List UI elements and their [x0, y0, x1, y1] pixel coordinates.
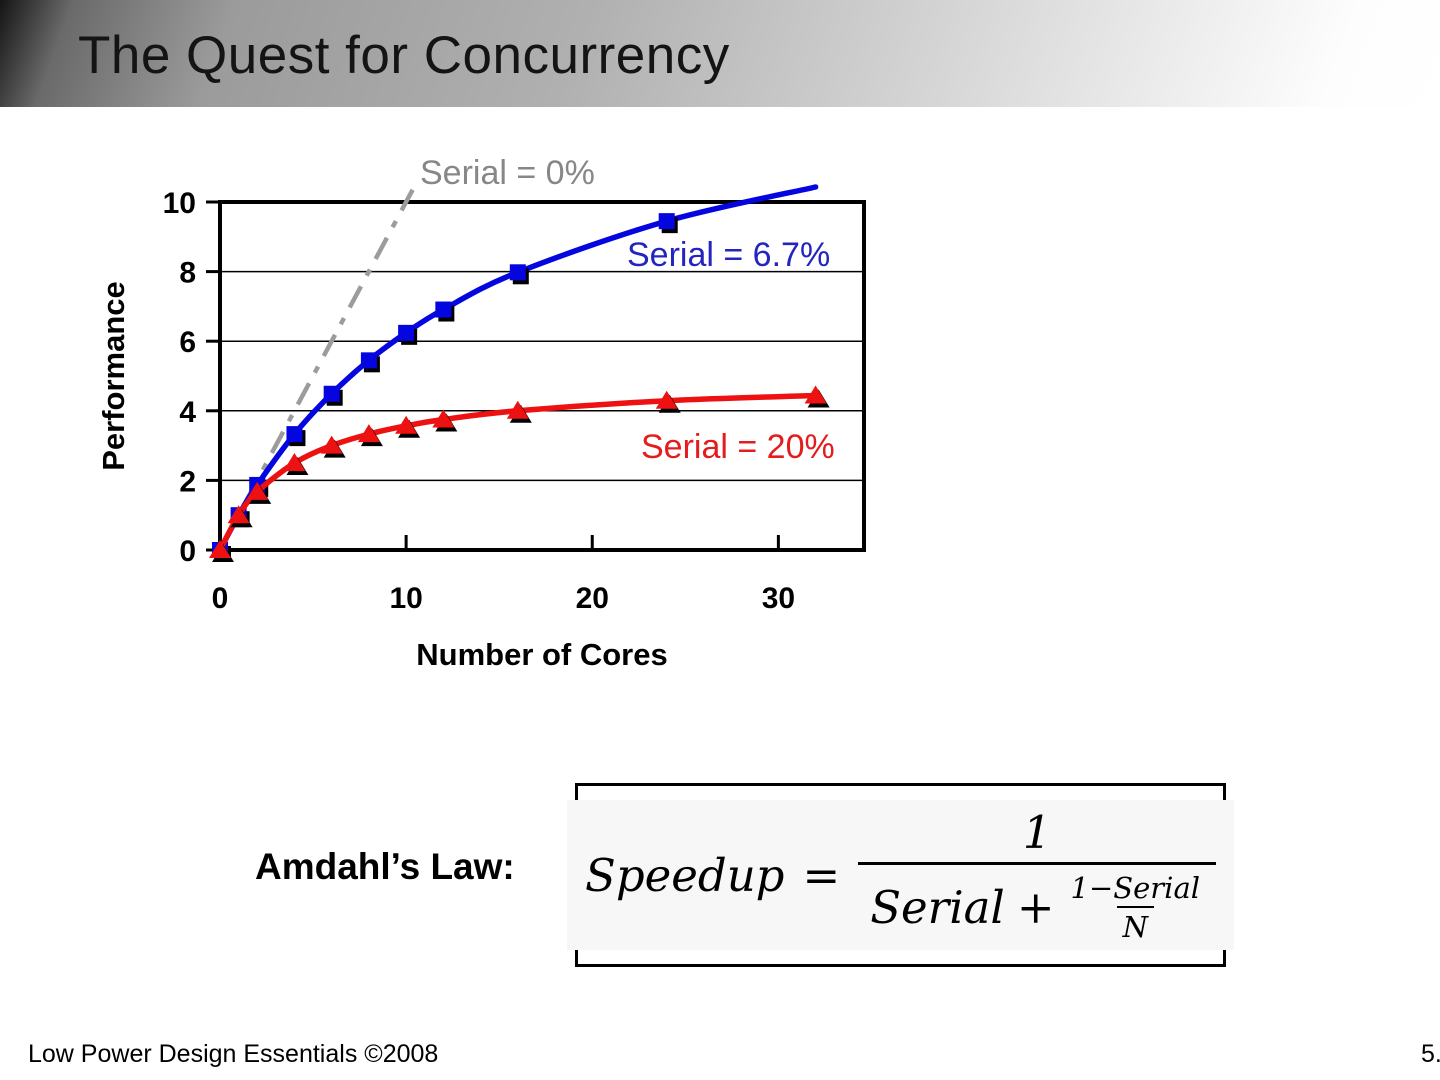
svg-text:30: 30: [762, 582, 795, 615]
footer-page-number: 5.: [1421, 1040, 1440, 1068]
formula-lhs: Speedup: [585, 848, 785, 902]
formula-equals: =: [802, 848, 841, 902]
svg-text:Number of Cores: Number of Cores: [416, 637, 667, 672]
formula-numerator: 1: [1022, 806, 1052, 859]
svg-text:8: 8: [179, 257, 196, 290]
formula-fraction: 1 Serial + 1−Serial N: [858, 806, 1217, 944]
formula-inner-fraction: 1−Serial N: [1067, 871, 1204, 944]
svg-text:0: 0: [179, 535, 196, 568]
page-title: The Quest for Concurrency: [78, 26, 730, 85]
svg-text:0: 0: [212, 582, 229, 615]
svg-text:Performance: Performance: [96, 281, 131, 471]
series-label-serial-20: Serial = 20%: [641, 428, 835, 466]
svg-text:4: 4: [179, 396, 196, 429]
amdahl-formula: Speedup = 1 Serial + 1−Serial N: [567, 800, 1235, 950]
header-band: The Quest for Concurrency: [0, 0, 1440, 107]
formula-denominator: Serial + 1−Serial N: [858, 862, 1217, 944]
svg-text:6: 6: [179, 326, 196, 359]
formula-inner-numerator: 1−Serial: [1070, 871, 1201, 905]
series-label-serial-0: Serial = 0%: [420, 154, 595, 192]
speedup-chart: 0 2 4 6 8 10 0 10 20 30 Number of Cores Performance…: [90, 140, 890, 700]
amdahl-law-label: Amdahl’s Law:: [255, 846, 515, 887]
formula-serial-term: Serial: [870, 881, 1005, 934]
formula-plus: +: [1016, 881, 1055, 934]
svg-text:20: 20: [576, 582, 609, 615]
svg-text:10: 10: [163, 187, 196, 220]
series-label-serial-6-7: Serial = 6.7%: [627, 236, 831, 274]
formula-inner-denominator: N: [1116, 906, 1154, 944]
speedup-chart-canvas: 0 2 4 6 8 10 0 10 20 30 Number of Cores Performance: [96, 184, 866, 672]
svg-text:2: 2: [179, 465, 196, 498]
svg-text:10: 10: [389, 582, 422, 615]
amdahl-formula-box: Speedup = 1 Serial + 1−Serial N: [567, 783, 1235, 967]
footer-copyright: Low Power Design Essentials ©2008: [28, 1040, 439, 1068]
